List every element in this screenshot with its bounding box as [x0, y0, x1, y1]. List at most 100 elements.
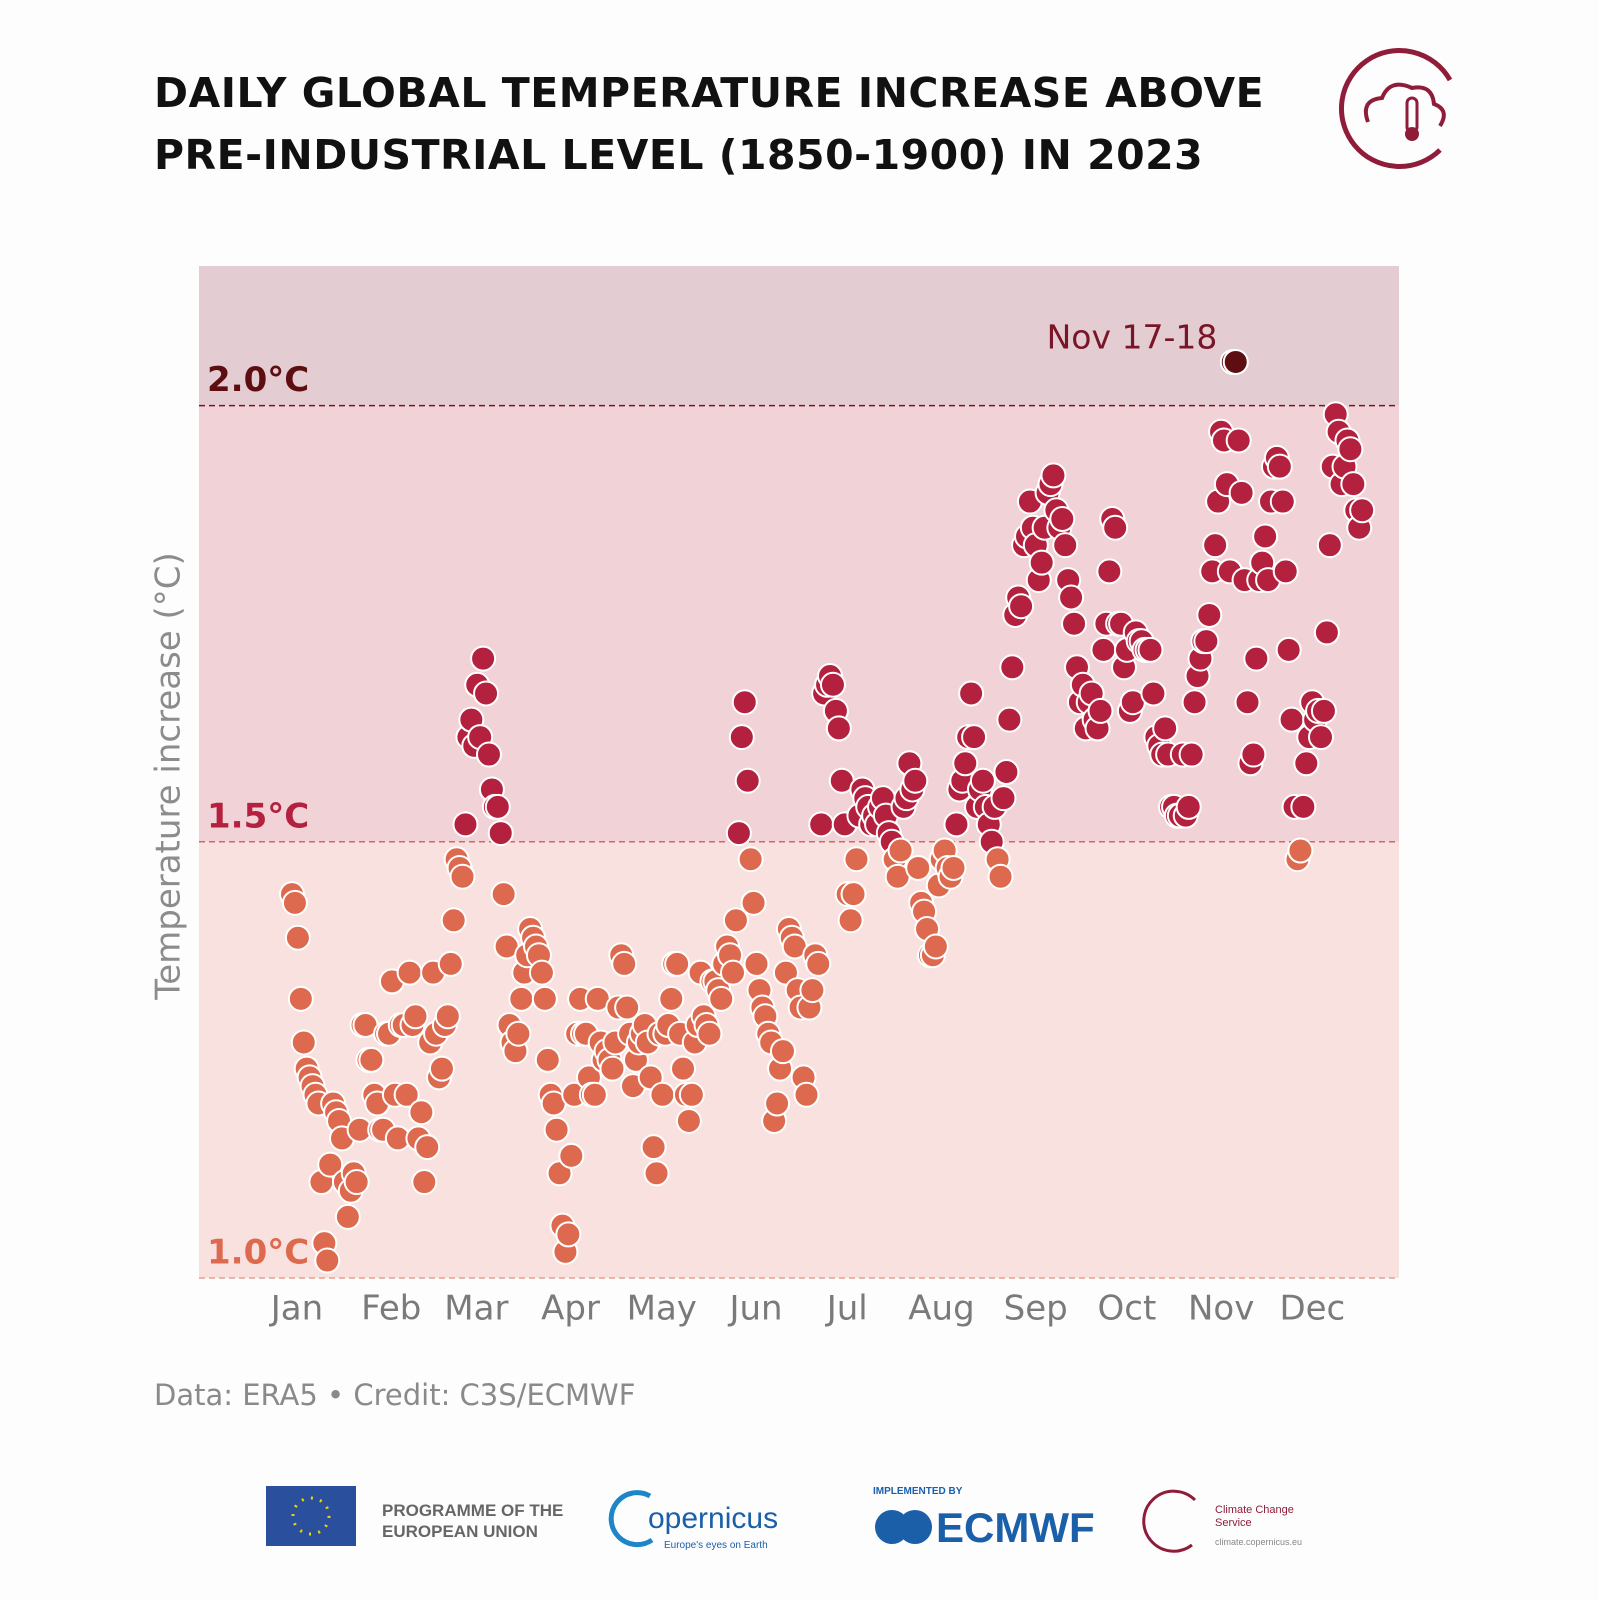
data-point — [314, 1247, 341, 1274]
y-tick-label: 2.0°C — [207, 360, 309, 400]
y-tick-label: 1.0°C — [207, 1233, 309, 1273]
data-point — [343, 1169, 370, 1196]
x-tick-label: Jun — [727, 1289, 782, 1329]
data-point — [473, 680, 500, 707]
data-point — [1225, 427, 1252, 454]
data-point — [1313, 619, 1340, 646]
data-point — [843, 846, 870, 873]
logo-cloud — [1363, 82, 1446, 128]
data-point — [484, 793, 511, 820]
data-point — [428, 1055, 455, 1082]
data-point — [940, 854, 967, 881]
zone-band — [199, 841, 1399, 1278]
data-point — [728, 724, 755, 751]
flag — [266, 1486, 356, 1546]
data-point — [952, 750, 979, 777]
data-point — [1028, 549, 1055, 576]
data-point — [720, 959, 746, 986]
data-point — [737, 846, 764, 873]
ecmwf-text: ECMWF — [936, 1504, 1095, 1551]
data-point — [999, 654, 1026, 681]
x-tick-label: Mar — [444, 1289, 508, 1329]
data-point — [837, 907, 864, 934]
x-tick-label: Jul — [825, 1289, 868, 1329]
data-point — [452, 811, 479, 838]
data-point — [284, 924, 311, 951]
y-axis-label: Temperature increase (°C) — [149, 552, 189, 1001]
data-point — [414, 1134, 441, 1161]
data-point — [1193, 628, 1220, 655]
data-point — [640, 1134, 667, 1161]
data-point — [581, 1081, 608, 1108]
data-point — [725, 820, 752, 847]
data-point — [902, 767, 929, 794]
data-point — [531, 985, 558, 1012]
data-point — [1308, 724, 1334, 751]
x-tick-label: Jan — [269, 1289, 323, 1329]
data-point — [808, 811, 835, 838]
copernicus-text: opernicus — [648, 1502, 779, 1535]
data-point — [1316, 532, 1343, 559]
data-point — [819, 671, 846, 698]
implemented-by: IMPLEMENTED BY — [873, 1486, 963, 1497]
data-point — [1090, 636, 1117, 663]
data-point — [1181, 689, 1208, 716]
c3s-text: Climate Change Service — [1215, 1504, 1294, 1529]
data-point — [1349, 497, 1376, 524]
data-point — [290, 1029, 317, 1056]
data-point — [696, 1020, 723, 1047]
data-point — [487, 820, 514, 847]
data-point — [287, 985, 314, 1012]
data-point — [611, 950, 638, 977]
c3s-footer-arc — [1142, 1489, 1197, 1553]
data-point — [731, 689, 758, 716]
data-point — [1196, 601, 1223, 628]
annotation: Nov 17-18 — [1047, 318, 1218, 357]
data-point — [434, 1003, 461, 1030]
c3s-logo — [1339, 48, 1453, 169]
data-point — [825, 715, 852, 742]
data-point — [1275, 636, 1302, 663]
data-point — [411, 1169, 438, 1196]
data-point — [943, 811, 970, 838]
data-point — [402, 1003, 429, 1030]
data-point — [987, 863, 1014, 890]
eu-flag — [266, 1486, 356, 1546]
data-point — [990, 785, 1017, 812]
data-point — [534, 1046, 561, 1073]
zone-band — [199, 405, 1399, 842]
data-point — [887, 837, 914, 864]
data-point — [996, 706, 1023, 733]
data-point — [1234, 689, 1261, 716]
data-point — [599, 1055, 626, 1082]
data-point — [449, 863, 476, 890]
data-point — [1228, 479, 1255, 506]
data-point — [643, 1160, 670, 1187]
data-point — [675, 1107, 702, 1134]
data-point — [490, 881, 517, 908]
data-point — [437, 950, 464, 977]
logo-thermometer — [1405, 96, 1419, 134]
data-point — [1049, 506, 1076, 532]
ecmwf-logo — [875, 1510, 932, 1544]
data-point — [664, 950, 691, 977]
data-point — [470, 645, 497, 672]
data-point — [1087, 697, 1114, 724]
data-point — [1266, 453, 1293, 480]
data-point — [1222, 348, 1249, 375]
data-point — [1310, 697, 1337, 724]
x-tick-label: Oct — [1098, 1289, 1157, 1329]
copernicus-swirl — [608, 1490, 654, 1548]
x-tick-label: Dec — [1279, 1289, 1345, 1329]
data-point — [1243, 645, 1270, 672]
data-point — [840, 881, 867, 908]
data-point — [1337, 436, 1364, 463]
data-point — [528, 959, 555, 986]
data-point — [993, 759, 1020, 785]
y-tick-label: 1.5°C — [207, 796, 309, 836]
flag-stars — [291, 1496, 331, 1536]
x-tick-label: Apr — [541, 1289, 600, 1329]
x-tick-label: Nov — [1188, 1289, 1254, 1329]
data-point — [317, 1151, 344, 1178]
data-point — [1202, 532, 1229, 559]
